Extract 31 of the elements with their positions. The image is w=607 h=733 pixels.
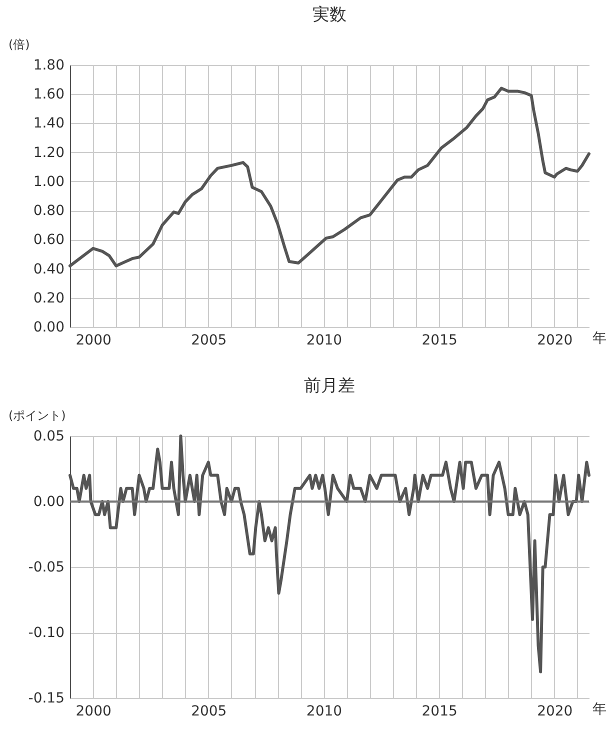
y-tick-label: -0.05 <box>28 560 64 576</box>
y-tick-label: -0.10 <box>28 625 64 641</box>
x-tick-label: 2000 <box>76 704 112 720</box>
y-tick-label: 0.00 <box>33 494 64 510</box>
y-tick-label: 0.80 <box>33 203 64 220</box>
x-tick-label: 2020 <box>537 332 573 348</box>
y-tick-label: 0.40 <box>33 261 64 278</box>
y-tick-label: 1.40 <box>33 116 64 132</box>
y-axis-title: (倍) <box>8 38 30 52</box>
x-tick-label: 2005 <box>191 704 227 720</box>
x-tick-label: 2015 <box>422 704 458 720</box>
y-tick-label: 0.20 <box>33 290 64 306</box>
y-tick-label: 1.60 <box>33 86 64 103</box>
x-tick-label: 2015 <box>422 332 458 348</box>
x-axis-title: 年 <box>592 702 606 718</box>
y-tick-label: -0.15 <box>28 690 64 706</box>
x-axis-title: 年 <box>592 330 606 346</box>
y-tick-label: 0.60 <box>33 232 64 248</box>
chart-title: 前月差 <box>304 376 355 396</box>
y-tick-label: 1.80 <box>33 58 64 74</box>
y-tick-label: 0.00 <box>33 320 64 336</box>
y-tick-label: 1.00 <box>33 174 64 190</box>
y-axis-title: (ポイント) <box>8 408 66 422</box>
x-tick-label: 2010 <box>306 704 342 720</box>
y-tick-label: 0.05 <box>33 428 64 444</box>
y-tick-label: 1.20 <box>33 144 64 161</box>
x-tick-label: 2000 <box>76 332 112 348</box>
chart-title: 実数 <box>312 5 346 25</box>
x-tick-label: 2020 <box>537 704 573 720</box>
x-tick-label: 2005 <box>191 332 227 348</box>
x-tick-label: 2010 <box>306 332 342 348</box>
